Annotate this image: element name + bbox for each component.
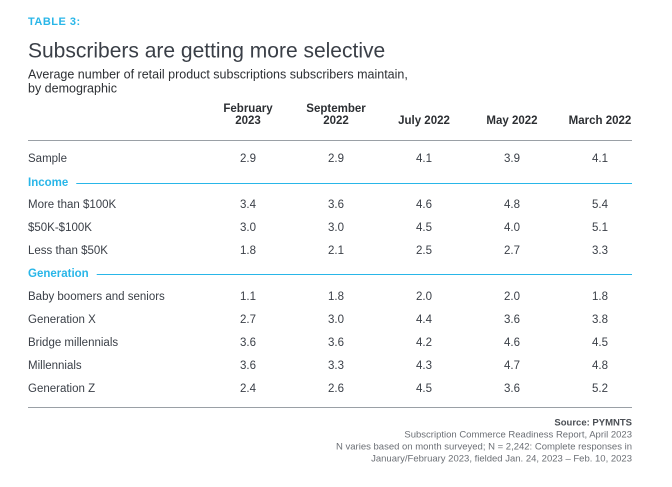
cell-value: 4.0 xyxy=(504,222,520,234)
cell-value: 4.5 xyxy=(416,383,432,395)
subtitle: by demographic xyxy=(28,81,117,95)
cell-value: 3.8 xyxy=(592,314,608,326)
source-line: N varies based on month surveyed; N = 2,… xyxy=(336,442,632,453)
cell-value: 3.6 xyxy=(240,337,256,349)
cell-value: 2.5 xyxy=(416,245,432,257)
row-label: Bridge millennials xyxy=(28,337,118,349)
row-label: Sample xyxy=(28,153,67,165)
cell-value: 3.3 xyxy=(328,360,344,372)
cell-value: 4.3 xyxy=(416,360,432,372)
section-heading: Generation xyxy=(28,268,89,280)
cell-value: 2.9 xyxy=(328,153,344,165)
cell-value: 2.7 xyxy=(240,314,256,326)
cell-value: 1.8 xyxy=(240,245,256,257)
cell-value: 2.0 xyxy=(504,291,520,303)
cell-value: 2.0 xyxy=(416,291,432,303)
cell-value: 1.1 xyxy=(240,291,256,303)
cell-value: 2.1 xyxy=(328,245,344,257)
cell-value: 3.4 xyxy=(240,199,257,211)
cell-value: 4.7 xyxy=(504,360,520,372)
column-header: May 2022 xyxy=(486,115,537,127)
column-header: March 2022 xyxy=(569,115,632,127)
cell-value: 3.6 xyxy=(328,337,344,349)
cell-value: 2.4 xyxy=(240,383,257,395)
column-header: February xyxy=(223,103,273,115)
cell-value: 4.5 xyxy=(592,337,608,349)
cell-value: 2.9 xyxy=(240,153,256,165)
cell-value: 3.9 xyxy=(504,153,520,165)
cell-value: 4.8 xyxy=(504,199,520,211)
row-label: Generation X xyxy=(28,314,96,326)
table-label: TABLE 3: xyxy=(28,16,81,28)
cell-value: 1.8 xyxy=(592,291,608,303)
cell-value: 4.1 xyxy=(416,153,432,165)
cell-value: 4.2 xyxy=(416,337,432,349)
cell-value: 2.7 xyxy=(504,245,520,257)
subtitle: Average number of retail product subscri… xyxy=(28,67,408,81)
cell-value: 5.1 xyxy=(592,222,608,234)
cell-value: 3.0 xyxy=(328,314,344,326)
column-header: September xyxy=(306,103,366,115)
section-heading: Income xyxy=(28,177,68,189)
cell-value: 4.1 xyxy=(592,153,608,165)
cell-value: 3.6 xyxy=(504,383,520,395)
cell-value: 3.0 xyxy=(328,222,344,234)
cell-value: 3.0 xyxy=(240,222,256,234)
cell-value: 1.8 xyxy=(328,291,344,303)
column-header: 2023 xyxy=(235,115,261,127)
cell-value: 4.8 xyxy=(592,360,608,372)
cell-value: 5.2 xyxy=(592,383,608,395)
cell-value: 3.3 xyxy=(592,245,608,257)
row-label: More than $100K xyxy=(28,199,117,211)
row-label: $50K-$100K xyxy=(28,222,92,234)
row-label: Generation Z xyxy=(28,383,95,395)
cell-value: 4.5 xyxy=(416,222,432,234)
cell-value: 3.6 xyxy=(504,314,520,326)
column-header: 2022 xyxy=(323,115,349,127)
title: Subscribers are getting more selective xyxy=(28,40,385,63)
cell-value: 4.6 xyxy=(504,337,520,349)
row-label: Baby boomers and seniors xyxy=(28,291,165,303)
cell-value: 5.4 xyxy=(592,199,609,211)
row-label: Millennials xyxy=(28,360,82,372)
cell-value: 2.6 xyxy=(328,383,344,395)
source-line: Subscription Commerce Readiness Report, … xyxy=(404,430,632,441)
cell-value: 3.6 xyxy=(328,199,344,211)
cell-value: 3.6 xyxy=(240,360,256,372)
row-label: Less than $50K xyxy=(28,245,108,257)
source-line: January/February 2023, fielded Jan. 24, … xyxy=(371,454,632,465)
column-header: July 2022 xyxy=(398,115,450,127)
source-title: Source: PYMNTS xyxy=(554,418,632,429)
cell-value: 4.6 xyxy=(416,199,432,211)
cell-value: 4.4 xyxy=(416,314,433,326)
